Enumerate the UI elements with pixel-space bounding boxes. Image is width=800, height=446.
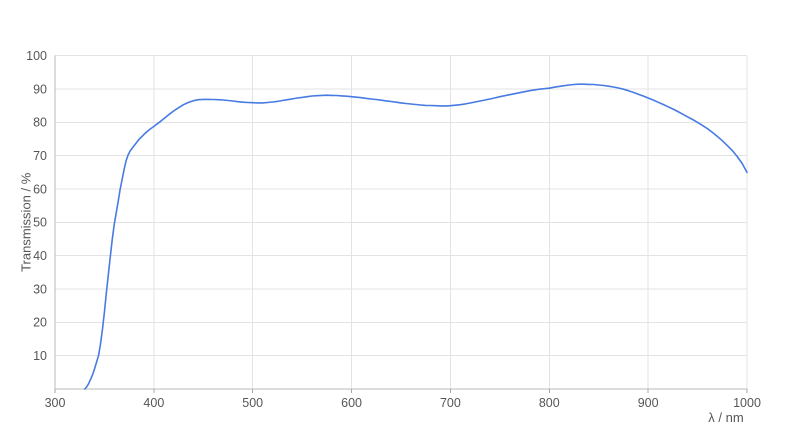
x-tick-label: 300: [45, 396, 66, 410]
y-tick-label: 30: [33, 282, 47, 296]
transmission-curve: [83, 83, 748, 390]
y-tick-label: 90: [33, 82, 47, 96]
x-tick-label: 800: [539, 396, 560, 410]
x-tick-label: 400: [143, 396, 164, 410]
x-tick-label: 500: [242, 396, 263, 410]
y-tick-label: 20: [33, 316, 47, 330]
y-tick-label: 40: [33, 249, 47, 263]
x-tick-label: 700: [440, 396, 461, 410]
y-tick-label: 100: [26, 49, 47, 63]
x-tick-label: 600: [341, 396, 362, 410]
y-tick-label: 10: [33, 349, 47, 363]
x-tick-label: 1000: [733, 396, 761, 410]
y-tick-label: 80: [33, 116, 47, 130]
x-tick-label: 900: [638, 396, 659, 410]
y-tick-label: 70: [33, 149, 47, 163]
y-tick-label: 60: [33, 182, 47, 196]
y-axis-title: Transmission / %: [19, 172, 34, 272]
x-axis-title: λ / nm: [708, 410, 743, 425]
y-tick-label: 50: [33, 216, 47, 230]
